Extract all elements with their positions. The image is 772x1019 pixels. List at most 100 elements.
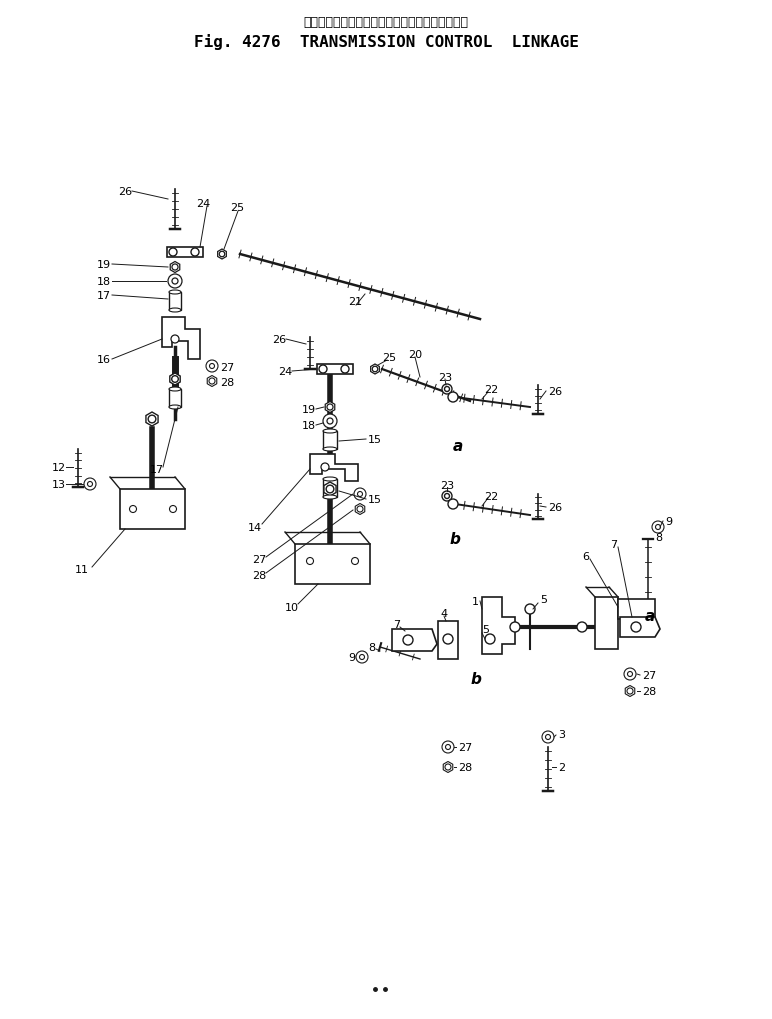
Text: 5: 5 <box>482 625 489 635</box>
Text: 22: 22 <box>484 384 498 394</box>
Text: 21: 21 <box>348 297 362 307</box>
Text: 23: 23 <box>438 373 452 382</box>
Text: 8: 8 <box>655 533 662 542</box>
Circle shape <box>171 335 179 343</box>
Bar <box>167 248 203 258</box>
Circle shape <box>219 252 225 258</box>
Circle shape <box>356 651 368 663</box>
Circle shape <box>319 366 327 374</box>
Polygon shape <box>325 403 335 413</box>
Circle shape <box>168 275 182 288</box>
Text: 26: 26 <box>272 334 286 344</box>
Ellipse shape <box>323 430 337 433</box>
Polygon shape <box>170 374 180 385</box>
Text: 22: 22 <box>484 491 498 501</box>
Text: 24: 24 <box>196 199 210 209</box>
Ellipse shape <box>169 309 181 313</box>
Text: Fig. 4276  TRANSMISSION CONTROL  LINKAGE: Fig. 4276 TRANSMISSION CONTROL LINKAGE <box>194 34 578 50</box>
Polygon shape <box>392 630 437 651</box>
Text: 3: 3 <box>558 730 565 739</box>
Circle shape <box>443 635 453 644</box>
Circle shape <box>652 522 664 534</box>
Text: トランスミッション　コントロール　リンケージ: トランスミッション コントロール リンケージ <box>303 15 469 29</box>
Circle shape <box>655 525 661 530</box>
Circle shape <box>445 387 449 392</box>
Text: 28: 28 <box>642 687 656 696</box>
Circle shape <box>357 506 363 513</box>
Circle shape <box>372 367 378 372</box>
Ellipse shape <box>323 495 337 499</box>
Text: 15: 15 <box>368 434 382 444</box>
Polygon shape <box>595 597 618 649</box>
Text: 26: 26 <box>548 502 562 513</box>
Text: 11: 11 <box>75 565 89 575</box>
Polygon shape <box>171 262 180 273</box>
Polygon shape <box>443 762 452 772</box>
Polygon shape <box>120 489 185 530</box>
Text: 17: 17 <box>150 465 164 475</box>
Text: 18: 18 <box>97 277 111 286</box>
Polygon shape <box>324 483 336 496</box>
Circle shape <box>323 415 337 429</box>
Text: a: a <box>645 609 655 624</box>
Bar <box>317 365 353 375</box>
Circle shape <box>542 732 554 743</box>
Ellipse shape <box>323 478 337 482</box>
Polygon shape <box>438 622 458 659</box>
Text: 28: 28 <box>458 762 472 772</box>
Circle shape <box>171 376 178 383</box>
Text: 19: 19 <box>302 405 316 415</box>
Text: a: a <box>453 439 463 454</box>
Text: 10: 10 <box>285 602 299 612</box>
Polygon shape <box>618 599 655 620</box>
Circle shape <box>209 379 215 384</box>
Text: 24: 24 <box>278 367 293 377</box>
Text: 12: 12 <box>52 463 66 473</box>
Text: 16: 16 <box>97 355 111 365</box>
Text: 7: 7 <box>610 539 617 549</box>
Circle shape <box>172 279 178 284</box>
Circle shape <box>354 488 366 500</box>
Polygon shape <box>310 454 358 482</box>
Circle shape <box>306 558 313 565</box>
Ellipse shape <box>169 406 181 410</box>
Text: 19: 19 <box>97 260 111 270</box>
Text: 4: 4 <box>440 608 447 619</box>
Circle shape <box>577 623 587 633</box>
Ellipse shape <box>323 447 337 451</box>
Circle shape <box>327 405 333 411</box>
Circle shape <box>351 558 358 565</box>
Circle shape <box>206 361 218 373</box>
Text: b: b <box>449 532 460 547</box>
Text: 26: 26 <box>118 186 132 197</box>
Circle shape <box>510 623 520 633</box>
Bar <box>323 432 337 449</box>
Circle shape <box>442 741 454 753</box>
Polygon shape <box>371 365 379 375</box>
Circle shape <box>628 672 632 677</box>
Circle shape <box>631 623 641 633</box>
Circle shape <box>341 366 349 374</box>
Text: 6: 6 <box>582 551 589 561</box>
Circle shape <box>321 464 329 472</box>
Polygon shape <box>482 597 515 654</box>
Text: 25: 25 <box>230 203 244 213</box>
Circle shape <box>627 688 633 694</box>
Circle shape <box>525 604 535 614</box>
Circle shape <box>169 249 177 257</box>
Text: 7: 7 <box>393 620 400 630</box>
Text: 27: 27 <box>458 742 472 752</box>
Polygon shape <box>207 376 217 387</box>
Text: 15: 15 <box>368 494 382 504</box>
Text: 13: 13 <box>52 480 66 489</box>
Circle shape <box>448 392 458 403</box>
Circle shape <box>172 265 178 271</box>
Circle shape <box>209 364 215 369</box>
Circle shape <box>445 745 451 750</box>
Text: 2: 2 <box>558 762 565 772</box>
Text: 27: 27 <box>252 554 266 565</box>
Bar <box>169 292 181 311</box>
Text: 1: 1 <box>472 596 479 606</box>
Text: 14: 14 <box>248 523 262 533</box>
Circle shape <box>326 486 334 493</box>
